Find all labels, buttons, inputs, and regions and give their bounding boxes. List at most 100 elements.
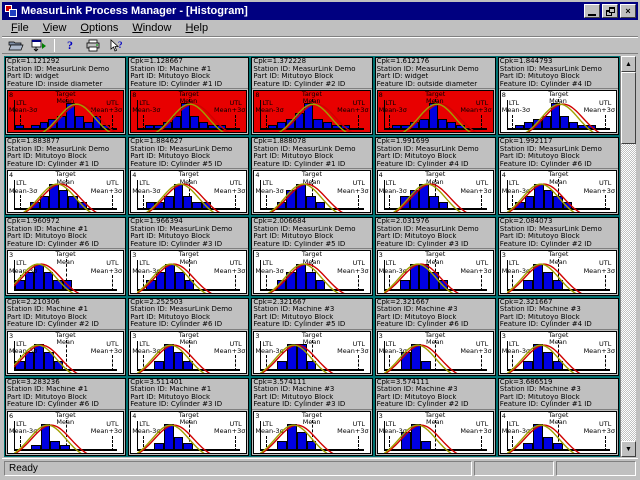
ltl-line bbox=[265, 355, 267, 371]
menu-file[interactable]: File bbox=[11, 22, 29, 34]
panel-header: Cpk=2.252503 Station ID: MeasurLink Demo… bbox=[129, 298, 249, 330]
ltl-label: LTL bbox=[16, 339, 27, 348]
histogram-chart[interactable]: 3 LTL Mean-3σ Target Mean UTL Mean+3σ bbox=[7, 250, 125, 294]
mean-minus-3sigma-label: Mean-3σ bbox=[255, 427, 284, 436]
cpk-value: Cpk=1.121292 bbox=[7, 58, 60, 65]
part-id: Part ID: Mitutoyo Block bbox=[130, 313, 211, 321]
histogram-chart[interactable]: 4 LTL Mean-3σ Target Mean UTL Mean+3σ bbox=[130, 170, 248, 214]
histogram-chart[interactable]: 3 LTL Mean-3σ Target Mean UTL Mean+3σ bbox=[499, 250, 617, 294]
histogram-panel[interactable]: Cpk=2.084073 Station ID: MeasurLink Demo… bbox=[497, 217, 619, 296]
panel-header: Cpk=1.372228 Station ID: MeasurLink Demo… bbox=[252, 58, 372, 89]
histogram-bars bbox=[506, 260, 610, 291]
menu-window[interactable]: Window bbox=[132, 22, 172, 34]
histogram-chart[interactable]: 3 LTL Mean-3σ Target Mean UTL Mean+3σ bbox=[499, 330, 617, 374]
context-help-button[interactable]: ? bbox=[105, 38, 127, 53]
utl-line bbox=[358, 275, 360, 291]
scroll-track[interactable] bbox=[621, 72, 636, 441]
window-switch-button[interactable] bbox=[28, 38, 50, 53]
histogram-panel[interactable]: Cpk=1.992117 Station ID: MeasurLink Demo… bbox=[497, 137, 619, 216]
histogram-chart[interactable]: 4 LTL Mean-3σ Target Mean UTL Mean+3σ bbox=[253, 170, 371, 214]
print-button[interactable] bbox=[82, 38, 104, 53]
histogram-bars bbox=[383, 260, 487, 291]
histogram-panel[interactable]: Cpk=1.960972 Station ID: Machine #1 Part… bbox=[5, 217, 127, 296]
panel-header: Cpk=3.686519 Station ID: Machine #3 Part… bbox=[498, 378, 618, 410]
menu-options[interactable]: Options bbox=[80, 22, 119, 34]
histogram-panel[interactable]: Cpk=2.031976 Station ID: MeasurLink Demo… bbox=[374, 217, 496, 296]
close-button[interactable]: × bbox=[620, 4, 636, 18]
histogram-chart[interactable]: 4 LTL Mean-3σ Target Mean UTL Mean+3σ bbox=[376, 170, 494, 214]
histogram-panel[interactable]: Cpk=3.511401 Station ID: Machine #1 Part… bbox=[128, 377, 250, 456]
histogram-panel[interactable]: Cpk=1.128667 Station ID: Machine #1 Part… bbox=[128, 57, 250, 136]
scroll-up-button[interactable]: ▲ bbox=[621, 56, 636, 72]
mean-plus-3sigma-label: Mean+3σ bbox=[583, 427, 615, 436]
histogram-panel[interactable]: Cpk=1.991699 Station ID: MeasurLink Demo… bbox=[374, 137, 496, 216]
histogram-panel[interactable]: Cpk=1.884627 Station ID: MeasurLink Demo… bbox=[128, 137, 250, 216]
histogram-panel[interactable]: Cpk=3.574111 Station ID: Machine #3 Part… bbox=[251, 377, 373, 456]
minimize-button[interactable] bbox=[584, 4, 600, 18]
histogram-panel[interactable]: Cpk=1.883877 Station ID: MeasurLink Demo… bbox=[5, 137, 127, 216]
utl-label: UTL bbox=[599, 259, 612, 268]
ltl-line bbox=[389, 435, 391, 451]
histogram-chart[interactable]: 8 LTL Mean-3σ Target Mean UTL Mean+3σ bbox=[130, 90, 248, 134]
histogram-panel[interactable]: Cpk=2.006684 Station ID: MeasurLink Demo… bbox=[251, 217, 373, 296]
histogram-chart[interactable]: 3 LTL Mean-3σ Target Mean UTL Mean+3σ bbox=[376, 250, 494, 294]
open-button[interactable] bbox=[5, 38, 27, 53]
histogram-panel[interactable]: Cpk=2.321667 Station ID: Machine #3 Part… bbox=[251, 297, 373, 376]
part-id: Part ID: Mitutoyo Block bbox=[253, 233, 334, 241]
cpk-value: Cpk=1.960972 bbox=[7, 218, 60, 226]
histogram-chart[interactable]: 3 LTL Mean-3σ Target Mean UTL Mean+3σ bbox=[376, 410, 494, 454]
histogram-chart[interactable]: 8 LTL Mean-3σ Target Mean UTL Mean+3σ bbox=[376, 90, 494, 134]
y-axis-max-label: 3 bbox=[255, 411, 260, 420]
histogram-panel[interactable]: Cpk=2.252503 Station ID: MeasurLink Demo… bbox=[128, 297, 250, 376]
histogram-panel[interactable]: Cpk=1.121292 Station ID: MeasurLink Demo… bbox=[5, 57, 127, 136]
menu-view[interactable]: View bbox=[42, 22, 67, 34]
histogram-panel[interactable]: Cpk=2.210306 Station ID: Machine #1 Part… bbox=[5, 297, 127, 376]
histogram-chart[interactable]: 4 LTL Mean-3σ Target Mean UTL Mean+3σ bbox=[7, 170, 125, 214]
histogram-chart[interactable]: 3 LTL Mean-3σ Target Mean UTL Mean+3σ bbox=[253, 410, 371, 454]
cpk-value: Cpk=1.888078 bbox=[253, 138, 307, 146]
histogram-panel[interactable]: Cpk=1.612176 Station ID: MeasurLink Demo… bbox=[374, 57, 496, 136]
y-axis-max-label: 3 bbox=[9, 251, 14, 260]
open-icon bbox=[8, 41, 24, 51]
histogram-panel[interactable]: Cpk=2.321667 Station ID: Machine #3 Part… bbox=[374, 297, 496, 376]
histogram-chart[interactable]: 4 LTL Mean-3σ Target Mean UTL Mean+3σ bbox=[130, 410, 248, 454]
histogram-panel[interactable]: Cpk=1.888078 Station ID: MeasurLink Demo… bbox=[251, 137, 373, 216]
menu-help[interactable]: Help bbox=[185, 22, 209, 34]
panel-header: Cpk=3.511401 Station ID: Machine #1 Part… bbox=[129, 378, 249, 410]
feature-id: Feature ID: Cylinder #2 ID bbox=[253, 80, 346, 88]
ltl-line bbox=[19, 114, 21, 131]
feature-id: Feature ID: Cylinder #4 ID bbox=[499, 321, 592, 329]
target-label: Target bbox=[301, 170, 323, 179]
ltl-line bbox=[19, 195, 21, 211]
histogram-chart[interactable]: 3 LTL Mean-3σ Target Mean UTL Mean+3σ bbox=[7, 330, 125, 374]
histogram-chart[interactable]: 3 LTL Mean-3σ Target Mean UTL Mean+3σ bbox=[253, 330, 371, 374]
restore-button[interactable] bbox=[602, 4, 618, 18]
histogram-chart[interactable]: 8 LTL Mean-3σ Target Mean UTL Mean+3σ bbox=[499, 90, 617, 134]
histogram-chart[interactable]: 6 LTL Mean-3σ Target Mean UTL Mean+3σ bbox=[7, 410, 125, 454]
mean-minus-3sigma-label: Mean-3σ bbox=[255, 106, 284, 115]
utl-label: UTL bbox=[352, 419, 365, 428]
histogram-chart[interactable]: 3 LTL Mean-3σ Target Mean UTL Mean+3σ bbox=[376, 330, 494, 374]
y-axis-max-label: 4 bbox=[501, 171, 506, 180]
histogram-chart[interactable]: 3 LTL Mean-3σ Target Mean UTL Mean+3σ bbox=[130, 250, 248, 294]
histogram-chart[interactable]: 4 LTL Mean-3σ Target Mean UTL Mean+3σ bbox=[499, 170, 617, 214]
part-id: Part ID: Mitutoyo Block bbox=[499, 393, 580, 401]
station-id: Station ID: Machine #1 bbox=[7, 306, 88, 314]
histogram-chart[interactable]: 8 LTL Mean-3σ Target Mean UTL Mean+3σ bbox=[7, 90, 125, 134]
histogram-panel[interactable]: Cpk=3.574111 Station ID: Machine #3 Part… bbox=[374, 377, 496, 456]
vertical-scrollbar[interactable]: ▲ ▼ bbox=[620, 56, 636, 457]
histogram-panel[interactable]: Cpk=3.686519 Station ID: Machine #3 Part… bbox=[497, 377, 619, 456]
scroll-thumb[interactable] bbox=[621, 72, 636, 144]
histogram-panel[interactable]: Cpk=3.283236 Station ID: Machine #1 Part… bbox=[5, 377, 127, 456]
histogram-panel[interactable]: Cpk=1.372228 Station ID: MeasurLink Demo… bbox=[251, 57, 373, 136]
histogram-chart[interactable]: 8 LTL Mean-3σ Target Mean UTL Mean+3σ bbox=[253, 90, 371, 134]
histogram-panel[interactable]: Cpk=1.966394 Station ID: MeasurLink Demo… bbox=[128, 217, 250, 296]
histogram-chart[interactable]: 3 LTL Mean-3σ Target Mean UTL Mean+3σ bbox=[253, 250, 371, 294]
histogram-chart[interactable]: 4 LTL Mean-3σ Target Mean UTL Mean+3σ bbox=[499, 410, 617, 454]
histogram-panel[interactable]: Cpk=1.844793 Station ID: MeasurLink Demo… bbox=[497, 57, 619, 136]
scroll-down-button[interactable]: ▼ bbox=[621, 441, 636, 457]
histogram-panel[interactable]: Cpk=2.321667 Station ID: Machine #3 Part… bbox=[497, 297, 619, 376]
histogram-chart[interactable]: 3 LTL Mean-3σ Target Mean UTL Mean+3σ bbox=[130, 330, 248, 374]
help-button[interactable]: ? bbox=[59, 38, 81, 53]
